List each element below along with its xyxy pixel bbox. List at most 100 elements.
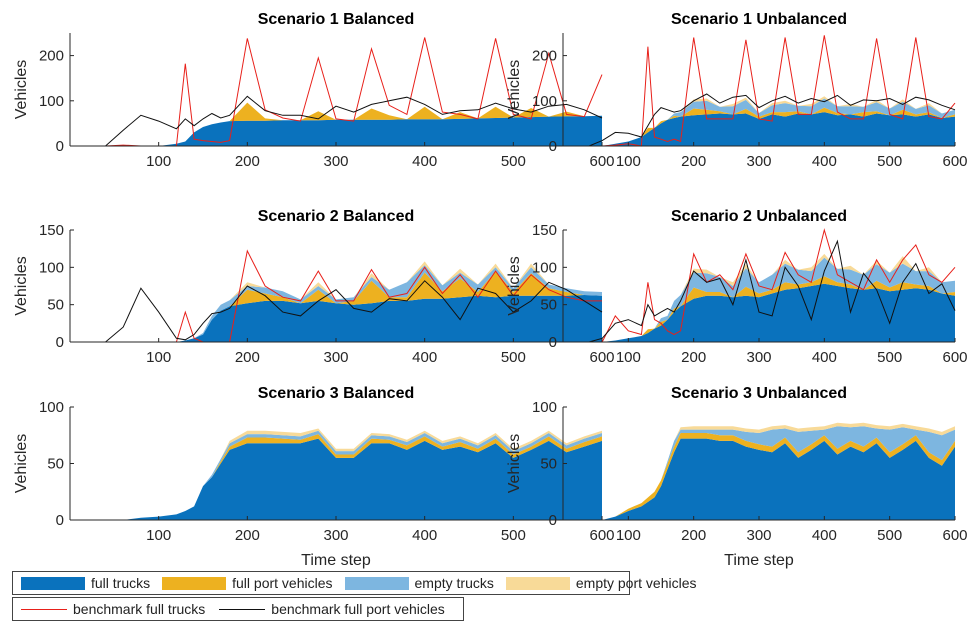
y-tick-label-0-scenario-3-unbalanced: 0 <box>549 512 557 529</box>
y-axis-label-scenario-1-unbalanced: Vehicles <box>506 60 523 120</box>
panel-scenario-2-unbalanced: 100 200 300 400 500 600 0 50 100 150 Scenario 2 Un… <box>506 208 968 366</box>
x-tick-label-100-scenario-1-unbalanced: 100 <box>616 153 641 170</box>
y-tick-label-50-scenario-2-balanced: 50 <box>47 297 64 314</box>
legend-item-full-trucks: full trucks <box>21 575 150 591</box>
y-tick-label-100-scenario-3-balanced: 100 <box>39 399 64 416</box>
legend-item-full-port-vehicles: full port vehicles <box>162 575 333 591</box>
x-tick-label-400-scenario-1-unbalanced: 400 <box>812 153 837 170</box>
y-tick-label-0-scenario-3-balanced: 0 <box>56 512 64 529</box>
panel-scenario-1-unbalanced: 100 200 300 400 500 600 0 100 200 Scenario 1 Unba… <box>506 11 968 170</box>
y-tick-label-50-scenario-3-unbalanced: 50 <box>540 456 557 473</box>
y-tick-label-150-scenario-2-unbalanced: 150 <box>532 222 557 239</box>
x-tick-label-400-scenario-3-balanced: 400 <box>412 527 437 544</box>
x-tick-label-600-scenario-1-balanced: 600 <box>589 153 614 170</box>
area-full-trucks-scenario-3-balanced <box>70 438 602 520</box>
x-tick-label-100-scenario-2-balanced: 100 <box>146 349 171 366</box>
x-tick-label-500-scenario-1-unbalanced: 500 <box>877 153 902 170</box>
x-tick-label-100-scenario-3-balanced: 100 <box>146 527 171 544</box>
x-tick-label-600-scenario-3-balanced: 600 <box>589 527 614 544</box>
chart-title-scenario-2-balanced: Scenario 2 Balanced <box>258 208 415 225</box>
x-tick-label-100-scenario-3-unbalanced: 100 <box>616 527 641 544</box>
area-full-trucks-scenario-2-unbalanced <box>563 283 955 342</box>
x-tick-label-400-scenario-3-unbalanced: 400 <box>812 527 837 544</box>
y-axis-label-scenario-3-unbalanced: Vehicles <box>506 434 523 494</box>
area-full-trucks-scenario-3-unbalanced <box>563 438 955 520</box>
y-tick-label-100-scenario-2-balanced: 100 <box>39 259 64 276</box>
legend-label-empty-trucks: empty trucks <box>414 575 494 591</box>
legend-label-benchmark-full-trucks: benchmark full trucks <box>73 601 206 617</box>
y-tick-label-200-scenario-1-unbalanced: 200 <box>532 48 557 65</box>
y-axis-label-scenario-1-balanced: Vehicles <box>13 60 30 120</box>
x-axis-label-scenario-3-unbalanced: Time step <box>724 552 794 569</box>
y-tick-label-0-scenario-2-balanced: 0 <box>56 334 64 351</box>
x-tick-label-600-scenario-1-unbalanced: 600 <box>942 153 967 170</box>
x-tick-label-600-scenario-2-unbalanced: 600 <box>942 349 967 366</box>
full-port-vehicles-swatch <box>162 576 227 590</box>
line-benchmark-full-port-vehicles-scenario-1-unbalanced <box>563 93 956 147</box>
legend-item-empty-trucks: empty trucks <box>344 575 494 591</box>
x-axis-label-scenario-3-balanced: Time step <box>301 552 371 569</box>
y-axis-label-scenario-2-balanced: Vehicles <box>13 256 30 316</box>
x-tick-label-300-scenario-2-unbalanced: 300 <box>746 349 771 366</box>
area-empty-trucks-scenario-2-unbalanced <box>563 257 955 342</box>
x-tick-label-300-scenario-3-balanced: 300 <box>323 527 348 544</box>
x-tick-label-400-scenario-1-balanced: 400 <box>412 153 437 170</box>
line-benchmark-full-trucks-scenario-1-unbalanced <box>563 35 956 147</box>
area-empty-trucks-scenario-2-balanced <box>70 265 602 342</box>
chart-title-scenario-3-balanced: Scenario 3 Balanced <box>258 385 415 402</box>
empty-port-vehicles-swatch <box>505 576 570 590</box>
y-tick-label-100-scenario-1-balanced: 100 <box>39 93 64 110</box>
x-tick-label-200-scenario-3-balanced: 200 <box>235 527 260 544</box>
x-tick-label-300-scenario-3-unbalanced: 300 <box>746 527 771 544</box>
x-tick-label-300-scenario-1-unbalanced: 300 <box>746 153 771 170</box>
y-axis-label-scenario-2-unbalanced: Vehicles <box>506 256 523 316</box>
benchmark-full-port-vehicles-line-swatch <box>219 608 266 610</box>
x-tick-label-500-scenario-3-balanced: 500 <box>501 527 526 544</box>
chart-title-scenario-1-balanced: Scenario 1 Balanced <box>258 11 415 28</box>
line-benchmark-full-trucks-scenario-2-balanced <box>70 249 602 343</box>
x-tick-label-200-scenario-1-balanced: 200 <box>235 153 260 170</box>
area-full-port-vehicles-scenario-2-unbalanced <box>563 276 955 342</box>
area-full-trucks-scenario-1-unbalanced <box>563 112 955 146</box>
area-full-trucks-scenario-1-balanced <box>70 115 602 146</box>
legend-label-full-port-vehicles: full port vehicles <box>232 575 333 591</box>
x-tick-label-500-scenario-2-unbalanced: 500 <box>877 349 902 366</box>
x-tick-label-300-scenario-1-balanced: 300 <box>323 153 348 170</box>
panel-scenario-3-unbalanced: 100 200 300 400 500 600 0 50 100 Scenario 3 Unbal… <box>506 385 968 569</box>
y-tick-label-100-scenario-1-unbalanced: 100 <box>532 93 557 110</box>
legend-label-empty-port-vehicles: empty port vehicles <box>575 575 697 591</box>
x-tick-label-200-scenario-2-unbalanced: 200 <box>681 349 706 366</box>
legend-item-benchmark-full-port-vehicles: benchmark full port vehicles <box>219 601 445 617</box>
area-empty-trucks-scenario-1-unbalanced <box>563 98 955 146</box>
x-tick-label-300-scenario-2-balanced: 300 <box>323 349 348 366</box>
y-tick-label-100-scenario-3-unbalanced: 100 <box>532 399 557 416</box>
y-tick-label-0-scenario-1-balanced: 0 <box>56 138 64 155</box>
x-tick-label-100-scenario-1-balanced: 100 <box>146 153 171 170</box>
y-tick-label-0-scenario-2-unbalanced: 0 <box>549 334 557 351</box>
area-full-trucks-scenario-2-balanced <box>70 295 602 342</box>
benchmark-full-trucks-line-swatch <box>21 608 67 610</box>
y-tick-label-0-scenario-1-unbalanced: 0 <box>549 138 557 155</box>
legend-label-benchmark-full-port-vehicles: benchmark full port vehicles <box>271 601 445 617</box>
y-tick-label-50-scenario-3-balanced: 50 <box>47 456 64 473</box>
chart-title-scenario-1-unbalanced: Scenario 1 Unbalanced <box>671 11 847 28</box>
area-legend: full trucks full port vehicles empty tru… <box>12 571 696 595</box>
area-full-port-vehicles-scenario-2-balanced <box>70 271 602 342</box>
x-tick-label-500-scenario-1-balanced: 500 <box>501 153 526 170</box>
legend-label-full-trucks: full trucks <box>91 575 151 591</box>
y-axis-label-scenario-3-balanced: Vehicles <box>13 434 30 494</box>
x-tick-label-200-scenario-3-unbalanced: 200 <box>681 527 706 544</box>
legend-item-benchmark-full-trucks: benchmark full trucks <box>21 601 205 617</box>
x-tick-label-500-scenario-3-unbalanced: 500 <box>877 527 902 544</box>
y-tick-label-150-scenario-2-balanced: 150 <box>39 222 64 239</box>
chart-title-scenario-2-unbalanced: Scenario 2 Unbalanced <box>671 208 847 225</box>
y-tick-label-50-scenario-2-unbalanced: 50 <box>540 297 557 314</box>
x-tick-label-600-scenario-3-unbalanced: 600 <box>942 527 967 544</box>
x-tick-label-400-scenario-2-unbalanced: 400 <box>812 349 837 366</box>
line-benchmark-full-port-vehicles-scenario-2-unbalanced <box>563 239 956 343</box>
x-tick-label-400-scenario-2-balanced: 400 <box>412 349 437 366</box>
line-legend: benchmark full trucks benchmark full por… <box>12 597 464 621</box>
